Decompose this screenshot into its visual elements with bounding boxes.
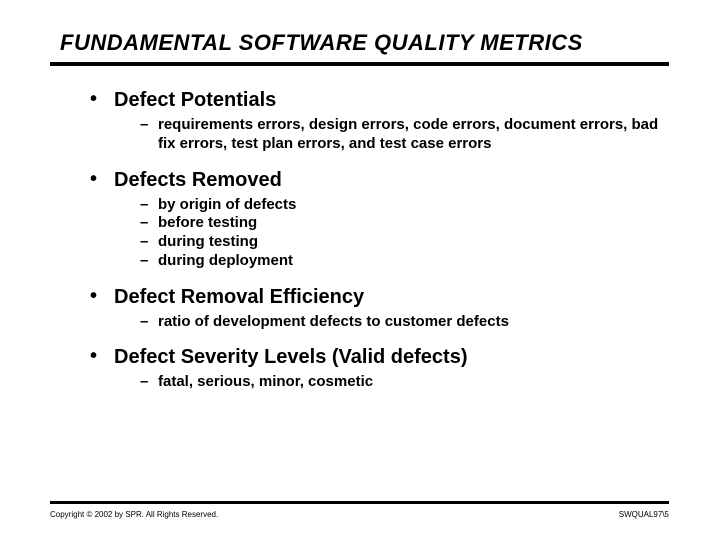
dash-icon: – <box>140 233 158 252</box>
subitem: – ratio of development defects to custom… <box>140 313 659 332</box>
section-heading: • Defects Removed <box>90 168 659 192</box>
subitem-text: ratio of development defects to customer… <box>158 313 659 332</box>
section-subitems: – ratio of development defects to custom… <box>90 313 659 332</box>
footer-copyright: Copyright © 2002 by SPR. All Rights Rese… <box>50 510 218 519</box>
dash-icon: – <box>140 196 158 215</box>
section-heading-text: Defects Removed <box>114 168 282 192</box>
subitem-text: fatal, serious, minor, cosmetic <box>158 373 659 392</box>
subitem: – requirements errors, design errors, co… <box>140 116 659 154</box>
bullet-icon: • <box>90 285 114 307</box>
subitem-text: during testing <box>158 233 659 252</box>
slide: FUNDAMENTAL SOFTWARE QUALITY METRICS • D… <box>0 0 719 539</box>
bullet-icon: • <box>90 88 114 110</box>
section-subitems: – fatal, serious, minor, cosmetic <box>90 373 659 392</box>
section-heading: • Defect Potentials <box>90 88 659 112</box>
footer-pageref: SWQUAL97\5 <box>619 510 669 519</box>
section-heading: • Defect Severity Levels (Valid defects) <box>90 345 659 369</box>
section-heading: • Defect Removal Efficiency <box>90 285 659 309</box>
subitem: – during deployment <box>140 252 659 271</box>
subitem-text: requirements errors, design errors, code… <box>158 116 659 154</box>
section-subitems: – by origin of defects – before testing … <box>90 196 659 271</box>
subitem: – before testing <box>140 214 659 233</box>
subitem: – by origin of defects <box>140 196 659 215</box>
slide-title: FUNDAMENTAL SOFTWARE QUALITY METRICS <box>50 30 669 66</box>
section-heading-text: Defect Potentials <box>114 88 276 112</box>
subitem-text: by origin of defects <box>158 196 659 215</box>
subitem-text: during deployment <box>158 252 659 271</box>
dash-icon: – <box>140 214 158 233</box>
subitem: – fatal, serious, minor, cosmetic <box>140 373 659 392</box>
slide-content: • Defect Potentials – requirements error… <box>50 88 669 392</box>
bullet-icon: • <box>90 168 114 190</box>
dash-icon: – <box>140 252 158 271</box>
section-heading-text: Defect Removal Efficiency <box>114 285 364 309</box>
bullet-icon: • <box>90 345 114 367</box>
dash-icon: – <box>140 313 158 332</box>
slide-footer: Copyright © 2002 by SPR. All Rights Rese… <box>50 501 669 519</box>
section-heading-text: Defect Severity Levels (Valid defects) <box>114 345 468 369</box>
dash-icon: – <box>140 373 158 392</box>
subitem-text: before testing <box>158 214 659 233</box>
section-subitems: – requirements errors, design errors, co… <box>90 116 659 154</box>
subitem: – during testing <box>140 233 659 252</box>
dash-icon: – <box>140 116 158 135</box>
